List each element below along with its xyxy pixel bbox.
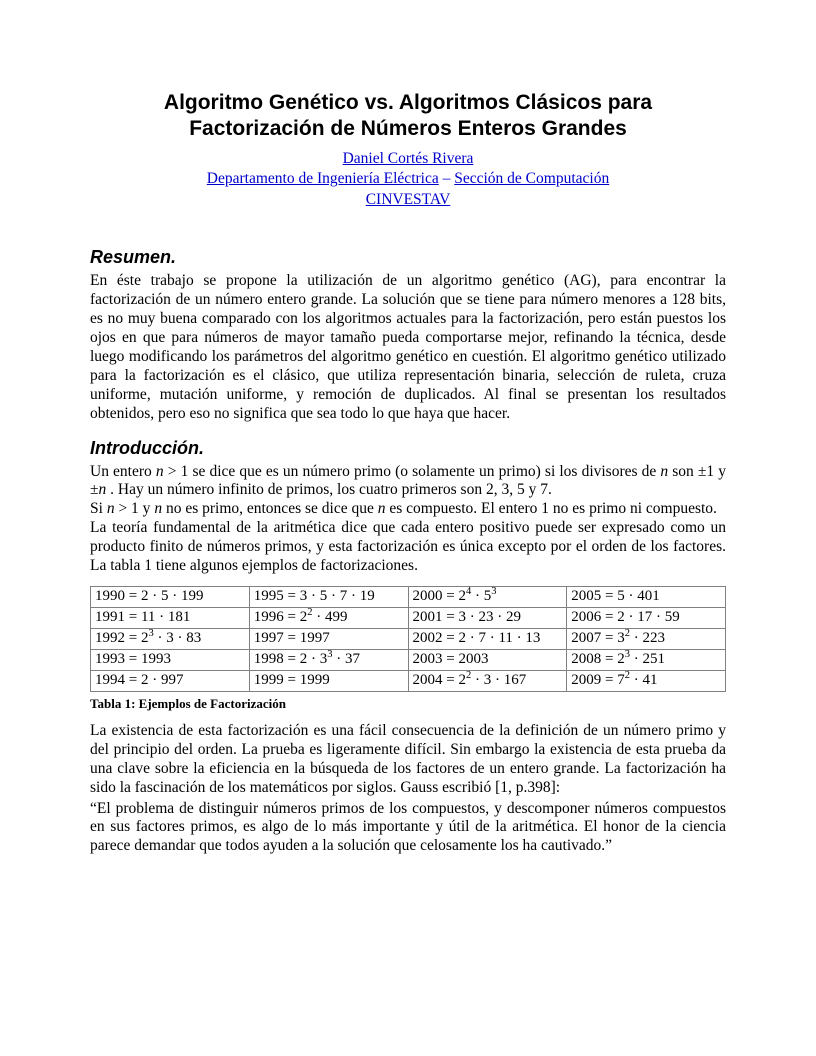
section-heading-introduccion: Introducción.	[90, 438, 726, 459]
table-cell: 2007 = 32 · 223	[567, 628, 726, 649]
paper-title: Algoritmo Genético vs. Algoritmos Clásic…	[90, 90, 726, 143]
table-cell: 2004 = 22 · 3 · 167	[408, 670, 567, 691]
affiliation-institute-link[interactable]: CINVESTAV	[366, 191, 451, 208]
table-cell: 1995 = 3 · 5 · 7 · 19	[249, 586, 408, 607]
table-cell: 2003 = 2003	[408, 649, 567, 670]
author-block: Daniel Cortés Rivera Departamento de Ing…	[90, 149, 726, 212]
table-row: 1993 = 19931998 = 2 · 33 · 372003 = 2003…	[91, 649, 726, 670]
author-link[interactable]: Daniel Cortés Rivera	[343, 150, 474, 167]
resumen-paragraph: En éste trabajo se propone la utilizació…	[90, 272, 726, 423]
table-row: 1994 = 2 · 9971999 = 19992004 = 22 · 3 ·…	[91, 670, 726, 691]
post-table-paragraph-1: La existencia de esta factorización es u…	[90, 722, 726, 798]
title-line-1: Algoritmo Genético vs. Algoritmos Clásic…	[164, 91, 652, 114]
dash-separator: –	[443, 170, 455, 187]
table-cell: 2005 = 5 · 401	[567, 586, 726, 607]
table-row: 1992 = 23 · 3 · 831997 = 19972002 = 2 · …	[91, 628, 726, 649]
section-heading-resumen: Resumen.	[90, 247, 726, 268]
table-cell: 2006 = 2 · 17 · 59	[567, 607, 726, 628]
affiliation-section-link[interactable]: Sección de Computación	[454, 170, 609, 187]
table-cell: 1990 = 2 · 5 · 199	[91, 586, 250, 607]
table-cell: 1992 = 23 · 3 · 83	[91, 628, 250, 649]
table-cell: 2008 = 23 · 251	[567, 649, 726, 670]
gauss-quote: “El problema de distinguir números primo…	[90, 800, 726, 857]
intro-paragraph-block: Un entero n > 1 se dice que es un número…	[90, 463, 726, 576]
table-cell: 2002 = 2 · 7 · 11 · 13	[408, 628, 567, 649]
table-cell: 2001 = 3 · 23 · 29	[408, 607, 567, 628]
affiliation-dept-link[interactable]: Departamento de Ingeniería Eléctrica	[207, 170, 439, 187]
table-cell: 2009 = 72 · 41	[567, 670, 726, 691]
table-cell: 1994 = 2 · 997	[91, 670, 250, 691]
table-row: 1991 = 11 · 1811996 = 22 · 4992001 = 3 ·…	[91, 607, 726, 628]
title-line-2: Factorización de Números Enteros Grandes	[189, 117, 627, 140]
table-cell: 1991 = 11 · 181	[91, 607, 250, 628]
table-caption: Tabla 1: Ejemplos de Factorización	[90, 696, 726, 712]
table-row: 1990 = 2 · 5 · 1991995 = 3 · 5 · 7 · 192…	[91, 586, 726, 607]
table-cell: 1998 = 2 · 33 · 37	[249, 649, 408, 670]
table-cell: 1993 = 1993	[91, 649, 250, 670]
table-cell: 1996 = 22 · 499	[249, 607, 408, 628]
table-cell: 2000 = 24 · 53	[408, 586, 567, 607]
table-cell: 1999 = 1999	[249, 670, 408, 691]
table-cell: 1997 = 1997	[249, 628, 408, 649]
factorization-table: 1990 = 2 · 5 · 1991995 = 3 · 5 · 7 · 192…	[90, 586, 726, 692]
